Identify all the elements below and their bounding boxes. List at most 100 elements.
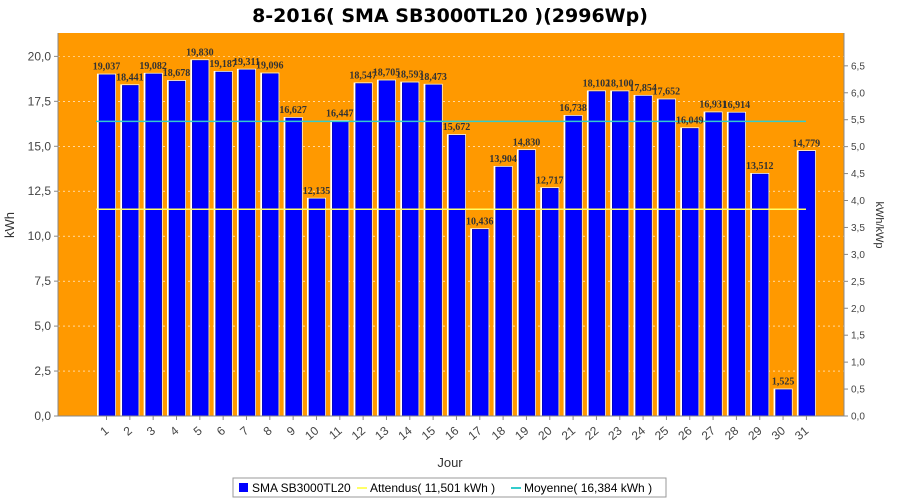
x-tick-label: 13 xyxy=(372,423,391,443)
x-tick-label: 26 xyxy=(675,423,694,443)
bar-value-label: 16,049 xyxy=(676,115,704,126)
y-right-tick-label: 4,5 xyxy=(851,169,865,180)
bar xyxy=(378,80,396,417)
x-tick-label: 9 xyxy=(284,423,298,438)
bar xyxy=(122,85,139,417)
bar-value-label: 19,311 xyxy=(233,57,260,68)
bar xyxy=(588,91,606,417)
x-tick-label: 4 xyxy=(167,423,181,438)
x-tick-label: 23 xyxy=(605,423,624,443)
bar xyxy=(751,173,769,417)
bar-value-label: 19,037 xyxy=(93,62,121,73)
y-tick-label: 7,5 xyxy=(34,274,51,288)
x-tick-label: 29 xyxy=(745,423,764,443)
bar-value-label: 15,672 xyxy=(443,122,471,133)
bar xyxy=(145,73,162,417)
bar-value-label: 19,830 xyxy=(186,47,214,58)
bar xyxy=(682,128,699,417)
bar xyxy=(285,117,302,417)
y-right-tick-label: 1,5 xyxy=(851,331,865,342)
bar-value-label: 13,904 xyxy=(489,154,517,165)
bar xyxy=(565,115,582,417)
y-tick-label: 0,0 xyxy=(34,409,51,423)
bar-value-label: 16,931 xyxy=(699,100,727,111)
y-axis-ticks: 0,0 2,5 5,0 7,5 10,0 12,5 15,0 17,5 20,0 xyxy=(28,49,58,423)
x-tick-label: 2 xyxy=(121,423,135,438)
y-right-tick-label: 2,0 xyxy=(851,304,865,315)
bar xyxy=(798,151,816,417)
bar xyxy=(612,91,629,417)
bar xyxy=(355,83,372,417)
bar-value-label: 18,441 xyxy=(116,72,144,83)
y-right-tick-label: 0,0 xyxy=(851,412,865,423)
x-tick-label: 22 xyxy=(582,423,601,443)
x-tick-label: 5 xyxy=(191,423,205,438)
x-tick-label: 18 xyxy=(489,423,508,443)
y-tick-label: 10,0 xyxy=(28,229,52,243)
x-tick-label: 28 xyxy=(722,423,741,443)
bar-value-label: 16,447 xyxy=(326,108,354,119)
x-tick-label: 10 xyxy=(302,423,321,443)
bar-value-label: 18,547 xyxy=(349,71,377,82)
y-right-tick-label: 0,5 xyxy=(851,385,865,396)
x-tick-label: 16 xyxy=(442,423,461,443)
y-tick-label: 17,5 xyxy=(28,94,52,108)
bar-value-label: 1,525 xyxy=(772,377,795,388)
y-right-tick-label: 5,5 xyxy=(851,115,865,126)
bar-value-label: 18,705 xyxy=(373,68,401,79)
y-right-tick-label: 3,0 xyxy=(851,250,865,261)
x-tick-label: 27 xyxy=(699,423,718,443)
legend-label-moyenne: Moyenne( 16,384 kWh ) xyxy=(524,481,652,495)
y-tick-label: 20,0 xyxy=(28,49,52,63)
y-tick-label: 5,0 xyxy=(34,319,51,333)
bar-value-label: 18,102 xyxy=(583,79,611,90)
bar xyxy=(728,112,746,417)
bar-value-label: 17,652 xyxy=(653,87,681,98)
y-axis-right-ticks: 0,0 0,5 1,0 1,5 2,0 2,5 3,0 3,5 4,0 4,5 5,0 5,5 6,0 6… xyxy=(844,61,865,423)
bar xyxy=(98,74,116,417)
bar xyxy=(658,99,676,417)
y-right-tick-label: 4,0 xyxy=(851,196,865,207)
bar-value-label: 12,135 xyxy=(303,186,331,197)
x-tick-label: 14 xyxy=(395,423,414,443)
x-tick-label: 21 xyxy=(559,423,578,443)
x-tick-label: 31 xyxy=(792,423,811,443)
y-axis-right-label: kWh/kWp xyxy=(873,201,885,248)
bar xyxy=(542,188,559,417)
bar xyxy=(705,112,722,417)
bar xyxy=(308,198,326,417)
bar xyxy=(215,71,232,417)
x-tick-label: 30 xyxy=(769,423,788,443)
y-tick-label: 15,0 xyxy=(28,139,52,153)
bar-value-label: 16,738 xyxy=(559,103,587,114)
bar-value-label: 16,914 xyxy=(723,100,751,111)
bar-value-label: 16,627 xyxy=(279,105,307,116)
bar-value-label: 19,096 xyxy=(256,61,284,72)
y-right-tick-label: 5,0 xyxy=(851,142,865,153)
x-tick-label: 6 xyxy=(214,423,228,438)
x-tick-label: 20 xyxy=(535,423,554,443)
bar xyxy=(495,166,512,417)
bar-value-label: 19,082 xyxy=(139,61,167,72)
x-tick-label: 8 xyxy=(261,423,275,438)
bar-value-label: 17,854 xyxy=(629,83,657,94)
x-tick-label: 19 xyxy=(512,423,531,443)
x-tick-label: 3 xyxy=(144,423,158,438)
bar xyxy=(262,73,279,417)
bar xyxy=(425,84,442,417)
bar-value-label: 12,717 xyxy=(536,175,564,186)
bar xyxy=(518,150,536,417)
legend: SMA SB3000TL20 Attendus( 11,501 kWh ) Mo… xyxy=(232,477,667,498)
legend-label-bar: SMA SB3000TL20 xyxy=(252,481,351,495)
bar-value-label: 14,830 xyxy=(513,137,541,148)
bar xyxy=(192,60,209,417)
x-tick-label: 17 xyxy=(465,423,484,443)
bar xyxy=(635,95,652,417)
legend-label-attendus: Attendus( 11,501 kWh ) xyxy=(370,481,495,495)
x-tick-label: 24 xyxy=(629,423,648,443)
y-right-tick-label: 6,0 xyxy=(851,88,865,99)
bar-value-label: 18,473 xyxy=(419,72,447,83)
bar-value-label: 18,678 xyxy=(163,68,191,79)
legend-swatch-bar xyxy=(239,483,248,492)
